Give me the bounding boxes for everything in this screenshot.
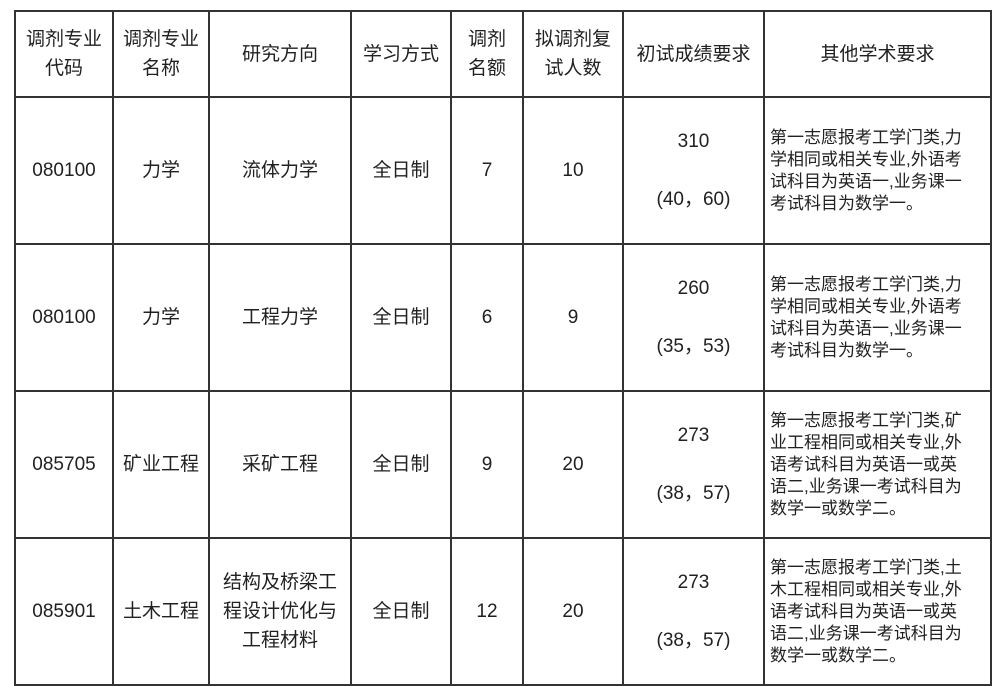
header-score-requirement: 初试成绩要求 — [622, 10, 765, 98]
cell-major-code: 085705 — [14, 390, 114, 539]
table-row: 080100 力学 流体力学 全日制 7 10 310 (40，60) 第一志愿… — [14, 96, 992, 245]
cell-study-mode: 全日制 — [350, 390, 452, 539]
cell-study-mode: 全日制 — [350, 537, 452, 686]
cell-other-requirements: 第一志愿报考工学门类,矿 业工程相同或相关专业,外 语考试科目为英语一或英 语二… — [763, 390, 992, 539]
cell-major-name: 力学 — [112, 96, 210, 245]
cell-research-direction: 工程力学 — [208, 243, 352, 392]
cell-study-mode: 全日制 — [350, 243, 452, 392]
header-retest-count: 拟调剂复 试人数 — [522, 10, 624, 98]
cell-research-direction: 流体力学 — [208, 96, 352, 245]
table-row: 085901 土木工程 结构及桥梁工 程设计优化与 工程材料 全日制 12 20… — [14, 537, 992, 686]
cell-other-requirements: 第一志愿报考工学门类,力 学相同或相关专业,外语考 试科目为英语一,业务课一 考… — [763, 96, 992, 245]
cell-score-requirement: 273 (38，57) — [622, 537, 765, 686]
score-subject-minimums: (35，53) — [656, 336, 731, 357]
page: 调剂专业 代码 调剂专业 名称 研究方向 学习方式 调剂 名额 拟调剂复 试人数… — [14, 10, 992, 686]
cell-quota: 6 — [450, 243, 524, 392]
score-subject-minimums: (38，57) — [656, 483, 731, 504]
table-row: 085705 矿业工程 采矿工程 全日制 9 20 273 (38，57) 第一… — [14, 390, 992, 539]
cell-quota: 12 — [450, 537, 524, 686]
score-subject-minimums: (40，60) — [656, 189, 731, 210]
cell-quota: 7 — [450, 96, 524, 245]
header-research-direction: 研究方向 — [208, 10, 352, 98]
cell-retest-count: 20 — [522, 537, 624, 686]
score-total: 273 — [677, 425, 710, 446]
score-total: 310 — [677, 131, 710, 152]
cell-research-direction: 结构及桥梁工 程设计优化与 工程材料 — [208, 537, 352, 686]
cell-score-requirement: 310 (40，60) — [622, 96, 765, 245]
cell-major-name: 土木工程 — [112, 537, 210, 686]
cell-score-requirement: 260 (35，53) — [622, 243, 765, 392]
cell-retest-count: 20 — [522, 390, 624, 539]
score-total: 260 — [677, 278, 710, 299]
header-major-code: 调剂专业 代码 — [14, 10, 114, 98]
score-subject-minimums: (38，57) — [656, 630, 731, 651]
cell-other-requirements: 第一志愿报考工学门类,土 木工程相同或相关专业,外 语考试科目为英语一或英 语二… — [763, 537, 992, 686]
cell-major-name: 力学 — [112, 243, 210, 392]
header-study-mode: 学习方式 — [350, 10, 452, 98]
adjustment-majors-table: 调剂专业 代码 调剂专业 名称 研究方向 学习方式 调剂 名额 拟调剂复 试人数… — [14, 10, 992, 686]
cell-major-code: 080100 — [14, 96, 114, 245]
cell-retest-count: 9 — [522, 243, 624, 392]
cell-major-code: 085901 — [14, 537, 114, 686]
header-other-requirements: 其他学术要求 — [763, 10, 992, 98]
header-quota: 调剂 名额 — [450, 10, 524, 98]
cell-study-mode: 全日制 — [350, 96, 452, 245]
cell-retest-count: 10 — [522, 96, 624, 245]
header-major-name: 调剂专业 名称 — [112, 10, 210, 98]
cell-major-name: 矿业工程 — [112, 390, 210, 539]
table-row: 080100 力学 工程力学 全日制 6 9 260 (35，53) 第一志愿报… — [14, 243, 992, 392]
cell-major-code: 080100 — [14, 243, 114, 392]
cell-quota: 9 — [450, 390, 524, 539]
table-header-row: 调剂专业 代码 调剂专业 名称 研究方向 学习方式 调剂 名额 拟调剂复 试人数… — [14, 10, 992, 98]
score-total: 273 — [677, 572, 710, 593]
cell-other-requirements: 第一志愿报考工学门类,力 学相同或相关专业,外语考 试科目为英语一,业务课一 考… — [763, 243, 992, 392]
cell-score-requirement: 273 (38，57) — [622, 390, 765, 539]
cell-research-direction: 采矿工程 — [208, 390, 352, 539]
